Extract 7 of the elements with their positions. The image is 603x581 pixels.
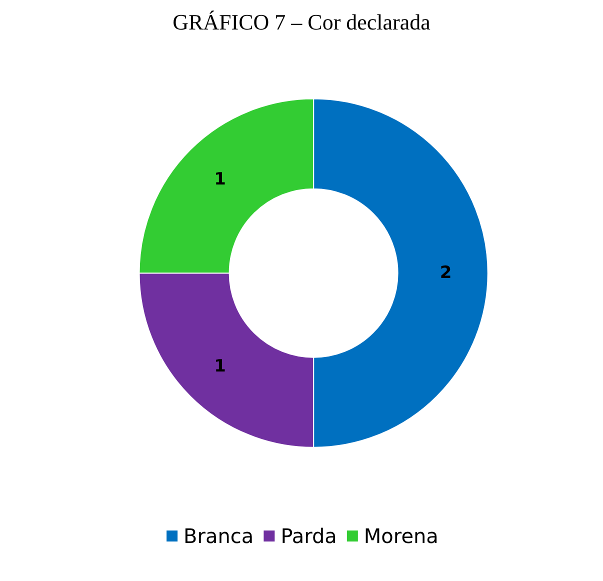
- chart-title: GRÁFICO 7 – Cor declarada: [172, 10, 431, 34]
- legend-label: Morena: [364, 524, 438, 548]
- data-label: 1: [214, 170, 226, 190]
- legend-label: Parda: [280, 524, 337, 548]
- data-label: 2: [440, 263, 452, 284]
- data-label: 1: [214, 356, 226, 377]
- legend-label: Branca: [184, 524, 254, 548]
